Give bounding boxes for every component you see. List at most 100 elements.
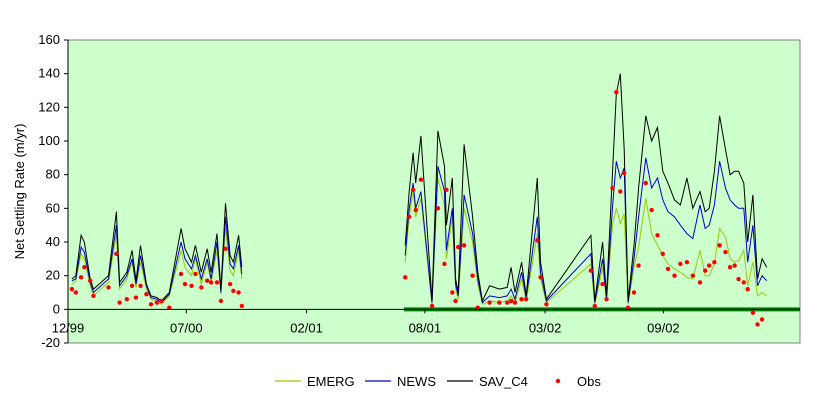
obs-point: [759, 317, 765, 322]
obs-point: [124, 297, 130, 302]
obs-point: [214, 280, 220, 285]
obs-point: [655, 233, 660, 238]
obs-point: [406, 214, 412, 219]
obs-point: [223, 246, 228, 251]
obs-point: [750, 310, 756, 315]
obs-point: [429, 303, 435, 309]
obs-point: [114, 251, 119, 256]
y-tick-label: 120: [38, 99, 60, 114]
obs-point: [618, 189, 623, 194]
obs-point: [78, 275, 84, 280]
obs-point: [461, 243, 467, 248]
obs-point: [167, 305, 172, 310]
y-tick-label: 100: [38, 133, 60, 148]
obs-point: [690, 273, 696, 278]
obs-point: [91, 293, 96, 299]
x-tick-label: 07/00: [170, 320, 203, 335]
obs-point: [133, 295, 139, 300]
obs-point: [403, 275, 408, 280]
obs-point: [614, 89, 619, 95]
obs-point: [410, 187, 416, 193]
series-sav-c4-line-0: [71, 203, 243, 302]
obs-point: [497, 300, 502, 305]
obs-point: [727, 265, 733, 270]
legend: EMERG NEWS SAV_C4 Obs: [275, 374, 601, 389]
obs-point: [227, 281, 233, 287]
legend-label-emerg: EMERG: [307, 374, 355, 389]
obs-point: [505, 300, 510, 305]
obs-point: [117, 300, 122, 305]
obs-point: [205, 278, 210, 283]
obs-point: [193, 271, 198, 277]
obs-point: [717, 243, 722, 248]
obs-point: [435, 206, 441, 211]
x-tick-label: 09/02: [647, 320, 680, 335]
obs-point: [475, 305, 480, 310]
obs-point: [592, 303, 597, 309]
y-tick-label: 140: [38, 66, 60, 81]
obs-point: [672, 273, 677, 278]
obs-point: [712, 260, 717, 265]
obs-point: [189, 283, 194, 288]
obs-point: [684, 260, 690, 265]
obs-point: [703, 268, 708, 273]
obs-point: [239, 303, 245, 309]
y-tick-label: -20: [41, 335, 60, 350]
obs-point: [678, 261, 683, 267]
obs-point: [444, 187, 449, 193]
obs-point: [745, 286, 750, 292]
series-news-line-1: [404, 157, 768, 304]
obs-point: [544, 302, 549, 307]
obs-point: [487, 300, 492, 305]
x-tick-label: 03/02: [529, 320, 562, 335]
obs-point: [453, 298, 458, 304]
axis-layer: -20 0 20 40 60 80 100 120 140 160 12/99 07/00 02/01 0…: [38, 32, 800, 350]
y-tick-label: 20: [46, 268, 60, 283]
obs-point: [129, 283, 135, 288]
obs-point: [538, 275, 543, 280]
obs-point: [73, 290, 79, 295]
obs-point: [82, 265, 87, 270]
y-tick-label: 160: [38, 32, 60, 47]
x-tick-label: 08/01: [409, 320, 442, 335]
obs-point: [625, 305, 631, 310]
x-tick-label: 02/01: [290, 320, 323, 335]
obs-point: [600, 281, 605, 287]
obs-point: [643, 180, 648, 186]
obs-point: [610, 185, 615, 191]
y-tick-label: 40: [46, 234, 60, 249]
obs-point: [736, 276, 741, 282]
obs-point: [413, 207, 418, 213]
y-tick-label: 80: [46, 167, 60, 182]
obs-point: [69, 286, 75, 292]
obs-point: [159, 298, 164, 304]
y-tick-label: 0: [53, 301, 60, 316]
y-axis-title: Net Settling Rate (m/yr): [12, 124, 27, 260]
obs-point: [508, 298, 514, 304]
obs-point: [178, 271, 184, 277]
obs-point: [660, 251, 665, 256]
obs-point: [236, 290, 241, 295]
obs-point: [154, 300, 160, 305]
obs-point: [604, 297, 609, 302]
legend-label-news: NEWS: [397, 374, 436, 389]
obs-point: [470, 273, 475, 278]
obs-point: [442, 261, 447, 267]
obs-point: [418, 177, 424, 182]
obs-point: [523, 297, 529, 302]
obs-point: [138, 283, 143, 288]
series-emerg-line-1: [404, 177, 767, 306]
obs-point: [732, 263, 737, 268]
obs-point: [723, 249, 728, 255]
obs-point: [535, 238, 540, 243]
obs-point: [741, 280, 746, 285]
obs-point: [199, 285, 204, 290]
legend-swatch-obs: [555, 378, 561, 384]
obs-point: [636, 263, 641, 268]
obs-point: [88, 278, 93, 283]
x-tick-label: 12/99: [52, 320, 85, 335]
obs-point: [218, 298, 224, 304]
obs-point: [182, 281, 188, 287]
plot-background: [67, 39, 801, 344]
legend-label-sav-c4: SAV_C4: [479, 374, 528, 389]
